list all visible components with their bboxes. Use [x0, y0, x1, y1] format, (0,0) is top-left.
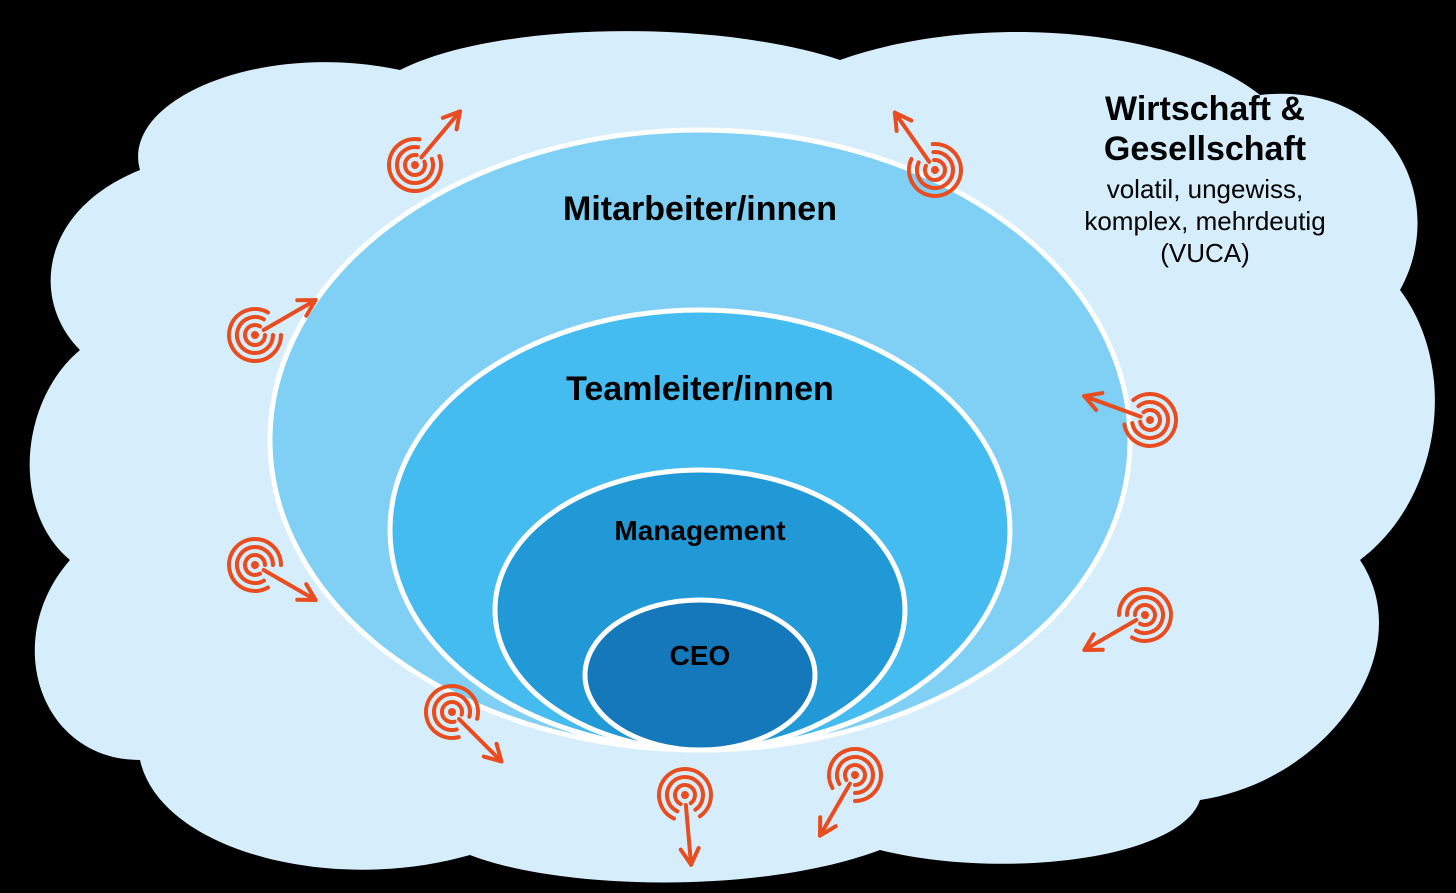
context-title-line2: Gesellschaft [1104, 130, 1306, 168]
context-title-line1: Wirtschaft & [1105, 90, 1305, 128]
ring-label-management: Management [614, 515, 785, 546]
diagram-stage: Mitarbeiter/innen Teamleiter/innen Manag… [0, 0, 1456, 893]
context-sub-line1: volatil, ungewiss, [1107, 174, 1304, 204]
ring-label-ceo: CEO [670, 640, 731, 671]
ring-label-teamleiter: Teamleiter/innen [566, 370, 834, 408]
ring-label-mitarbeiter: Mitarbeiter/innen [563, 190, 837, 228]
context-sub-line3: (VUCA) [1160, 238, 1250, 268]
context-sub-line2: komplex, mehrdeutig [1084, 206, 1325, 236]
ring-3 [585, 600, 815, 750]
